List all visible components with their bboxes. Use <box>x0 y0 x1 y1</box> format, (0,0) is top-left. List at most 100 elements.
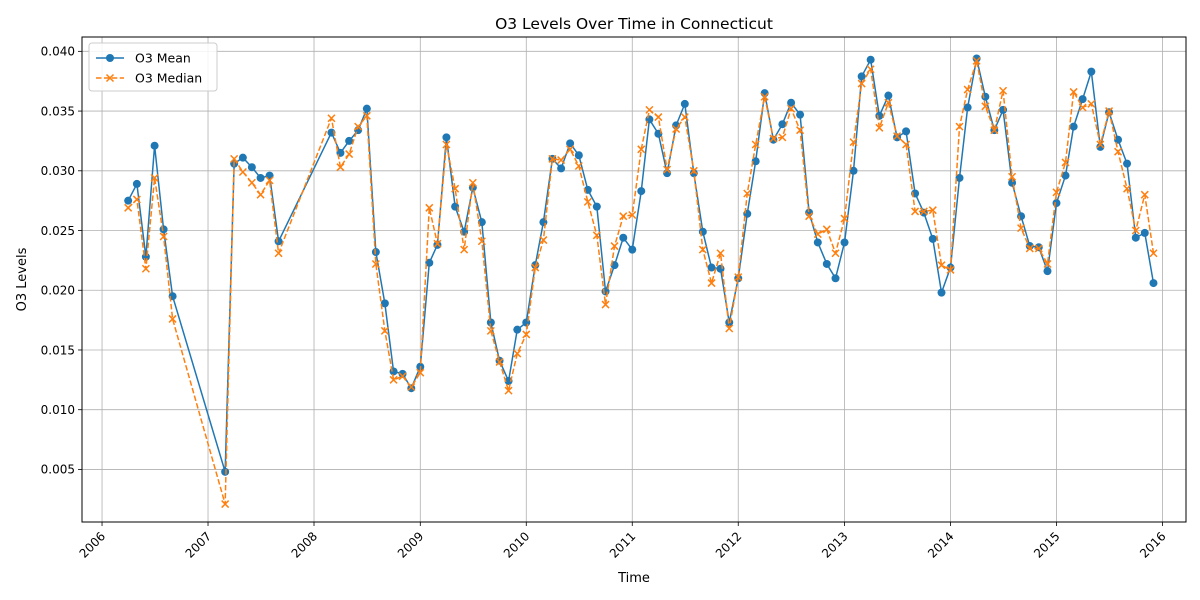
data-point-o3-median <box>822 225 831 234</box>
data-point-o3-median <box>539 236 548 245</box>
data-point-o3-mean <box>495 356 504 365</box>
data-point-o3-median <box>725 324 734 333</box>
data-point-o3-median <box>513 349 522 358</box>
data-point-o3-mean <box>159 225 168 234</box>
data-point-o3-median <box>531 263 540 272</box>
data-point-o3-mean <box>751 157 760 166</box>
data-point-o3-mean <box>150 141 159 150</box>
data-point-o3-mean <box>592 202 601 211</box>
data-point-o3-median <box>442 140 451 149</box>
data-point-o3-mean <box>840 238 849 247</box>
data-point-o3-median <box>592 231 601 240</box>
data-point-o3-median <box>574 161 583 171</box>
data-point-o3-mean <box>221 467 230 476</box>
data-point-o3-median <box>663 165 672 174</box>
data-point-o3-median <box>857 79 866 88</box>
data-point-o3-median <box>1078 103 1087 112</box>
data-point-o3-mean <box>522 318 531 327</box>
data-point-o3-mean <box>1061 171 1070 180</box>
data-point-o3-median <box>522 330 531 339</box>
data-point-o3-median <box>1017 224 1026 233</box>
legend: O3 Mean O3 Median <box>88 42 218 92</box>
data-point-o3-mean <box>628 245 637 254</box>
data-point-o3-mean <box>637 187 646 196</box>
data-point-o3-median <box>778 133 787 142</box>
data-point-o3-mean <box>893 133 902 142</box>
data-point-o3-median <box>486 326 495 335</box>
legend-label-o3-median: O3 Median <box>135 71 202 86</box>
data-point-o3-median <box>495 357 504 366</box>
data-point-o3-median <box>769 134 778 143</box>
data-point-o3-mean <box>857 72 866 81</box>
data-point-o3-median <box>425 203 434 212</box>
y-tick-label: 0.035 <box>41 104 75 118</box>
data-point-o3-mean <box>362 104 371 113</box>
data-point-o3-median <box>168 314 177 323</box>
data-point-o3-median <box>230 154 239 163</box>
data-point-o3-median <box>937 261 946 270</box>
y-tick-label: 0.025 <box>41 224 75 238</box>
data-point-o3-mean <box>574 151 583 160</box>
data-point-o3-median <box>813 230 822 239</box>
data-point-o3-median <box>150 173 159 182</box>
data-point-o3-mean <box>141 252 150 261</box>
data-point-o3-median <box>1052 188 1061 197</box>
data-point-o3-median <box>689 166 698 175</box>
data-point-o3-median <box>610 242 619 251</box>
data-point-o3-median <box>566 145 575 154</box>
data-point-o3-median <box>451 184 460 193</box>
series-o3-median <box>124 56 1158 509</box>
data-point-o3-median <box>619 212 628 221</box>
data-point-o3-median <box>1025 244 1034 253</box>
data-point-o3-mean <box>875 111 884 120</box>
data-point-o3-median <box>645 105 654 114</box>
data-point-o3-median <box>1043 259 1052 269</box>
data-point-o3-median <box>963 85 972 94</box>
data-point-o3-median <box>680 113 689 122</box>
y-tick-label: 0.015 <box>41 343 75 357</box>
legend-marker-o3-median <box>105 73 115 83</box>
data-point-o3-median <box>751 140 760 149</box>
data-point-o3-median <box>336 163 345 172</box>
data-point-o3-mean <box>124 196 133 205</box>
data-point-o3-mean <box>1052 199 1061 208</box>
data-point-o3-mean <box>999 105 1008 114</box>
data-point-o3-mean <box>813 238 822 247</box>
data-point-o3-median <box>238 167 247 177</box>
data-point-o3-mean <box>831 274 840 283</box>
data-point-o3-median <box>884 98 893 107</box>
data-point-o3-mean <box>619 233 628 242</box>
data-point-o3-mean <box>1096 142 1105 151</box>
data-point-o3-median <box>247 178 256 187</box>
data-point-o3-median <box>1131 226 1140 235</box>
data-point-o3-median <box>1034 244 1043 253</box>
data-point-o3-mean <box>557 164 566 173</box>
data-point-o3-median <box>1008 172 1017 181</box>
data-point-o3-median <box>654 113 663 122</box>
data-point-o3-median <box>416 368 425 377</box>
data-point-o3-mean <box>1087 67 1096 76</box>
data-point-o3-median <box>362 111 371 120</box>
x-axis-label: Time <box>617 571 650 586</box>
data-point-o3-mean <box>132 179 141 188</box>
data-point-o3-median <box>256 190 265 199</box>
data-point-o3-median <box>946 265 955 274</box>
data-point-o3-median <box>734 273 743 282</box>
data-point-o3-median <box>911 207 920 216</box>
plot-frame <box>81 36 1187 523</box>
data-point-o3-mean <box>486 318 495 327</box>
data-point-o3-median <box>787 104 796 113</box>
data-point-o3-mean <box>398 369 407 378</box>
data-point-o3-median <box>1069 87 1078 96</box>
data-point-o3-median <box>999 86 1008 95</box>
y-tick-label: 0.005 <box>41 463 75 477</box>
data-point-o3-median <box>371 259 380 269</box>
data-point-o3-mean <box>566 139 575 148</box>
data-point-o3-mean <box>849 166 858 175</box>
data-point-o3-median <box>902 140 911 149</box>
data-point-o3-mean <box>972 54 981 63</box>
data-point-o3-median <box>477 237 486 246</box>
legend-label-o3-mean: O3 Mean <box>135 51 191 66</box>
data-point-o3-median <box>628 210 637 220</box>
